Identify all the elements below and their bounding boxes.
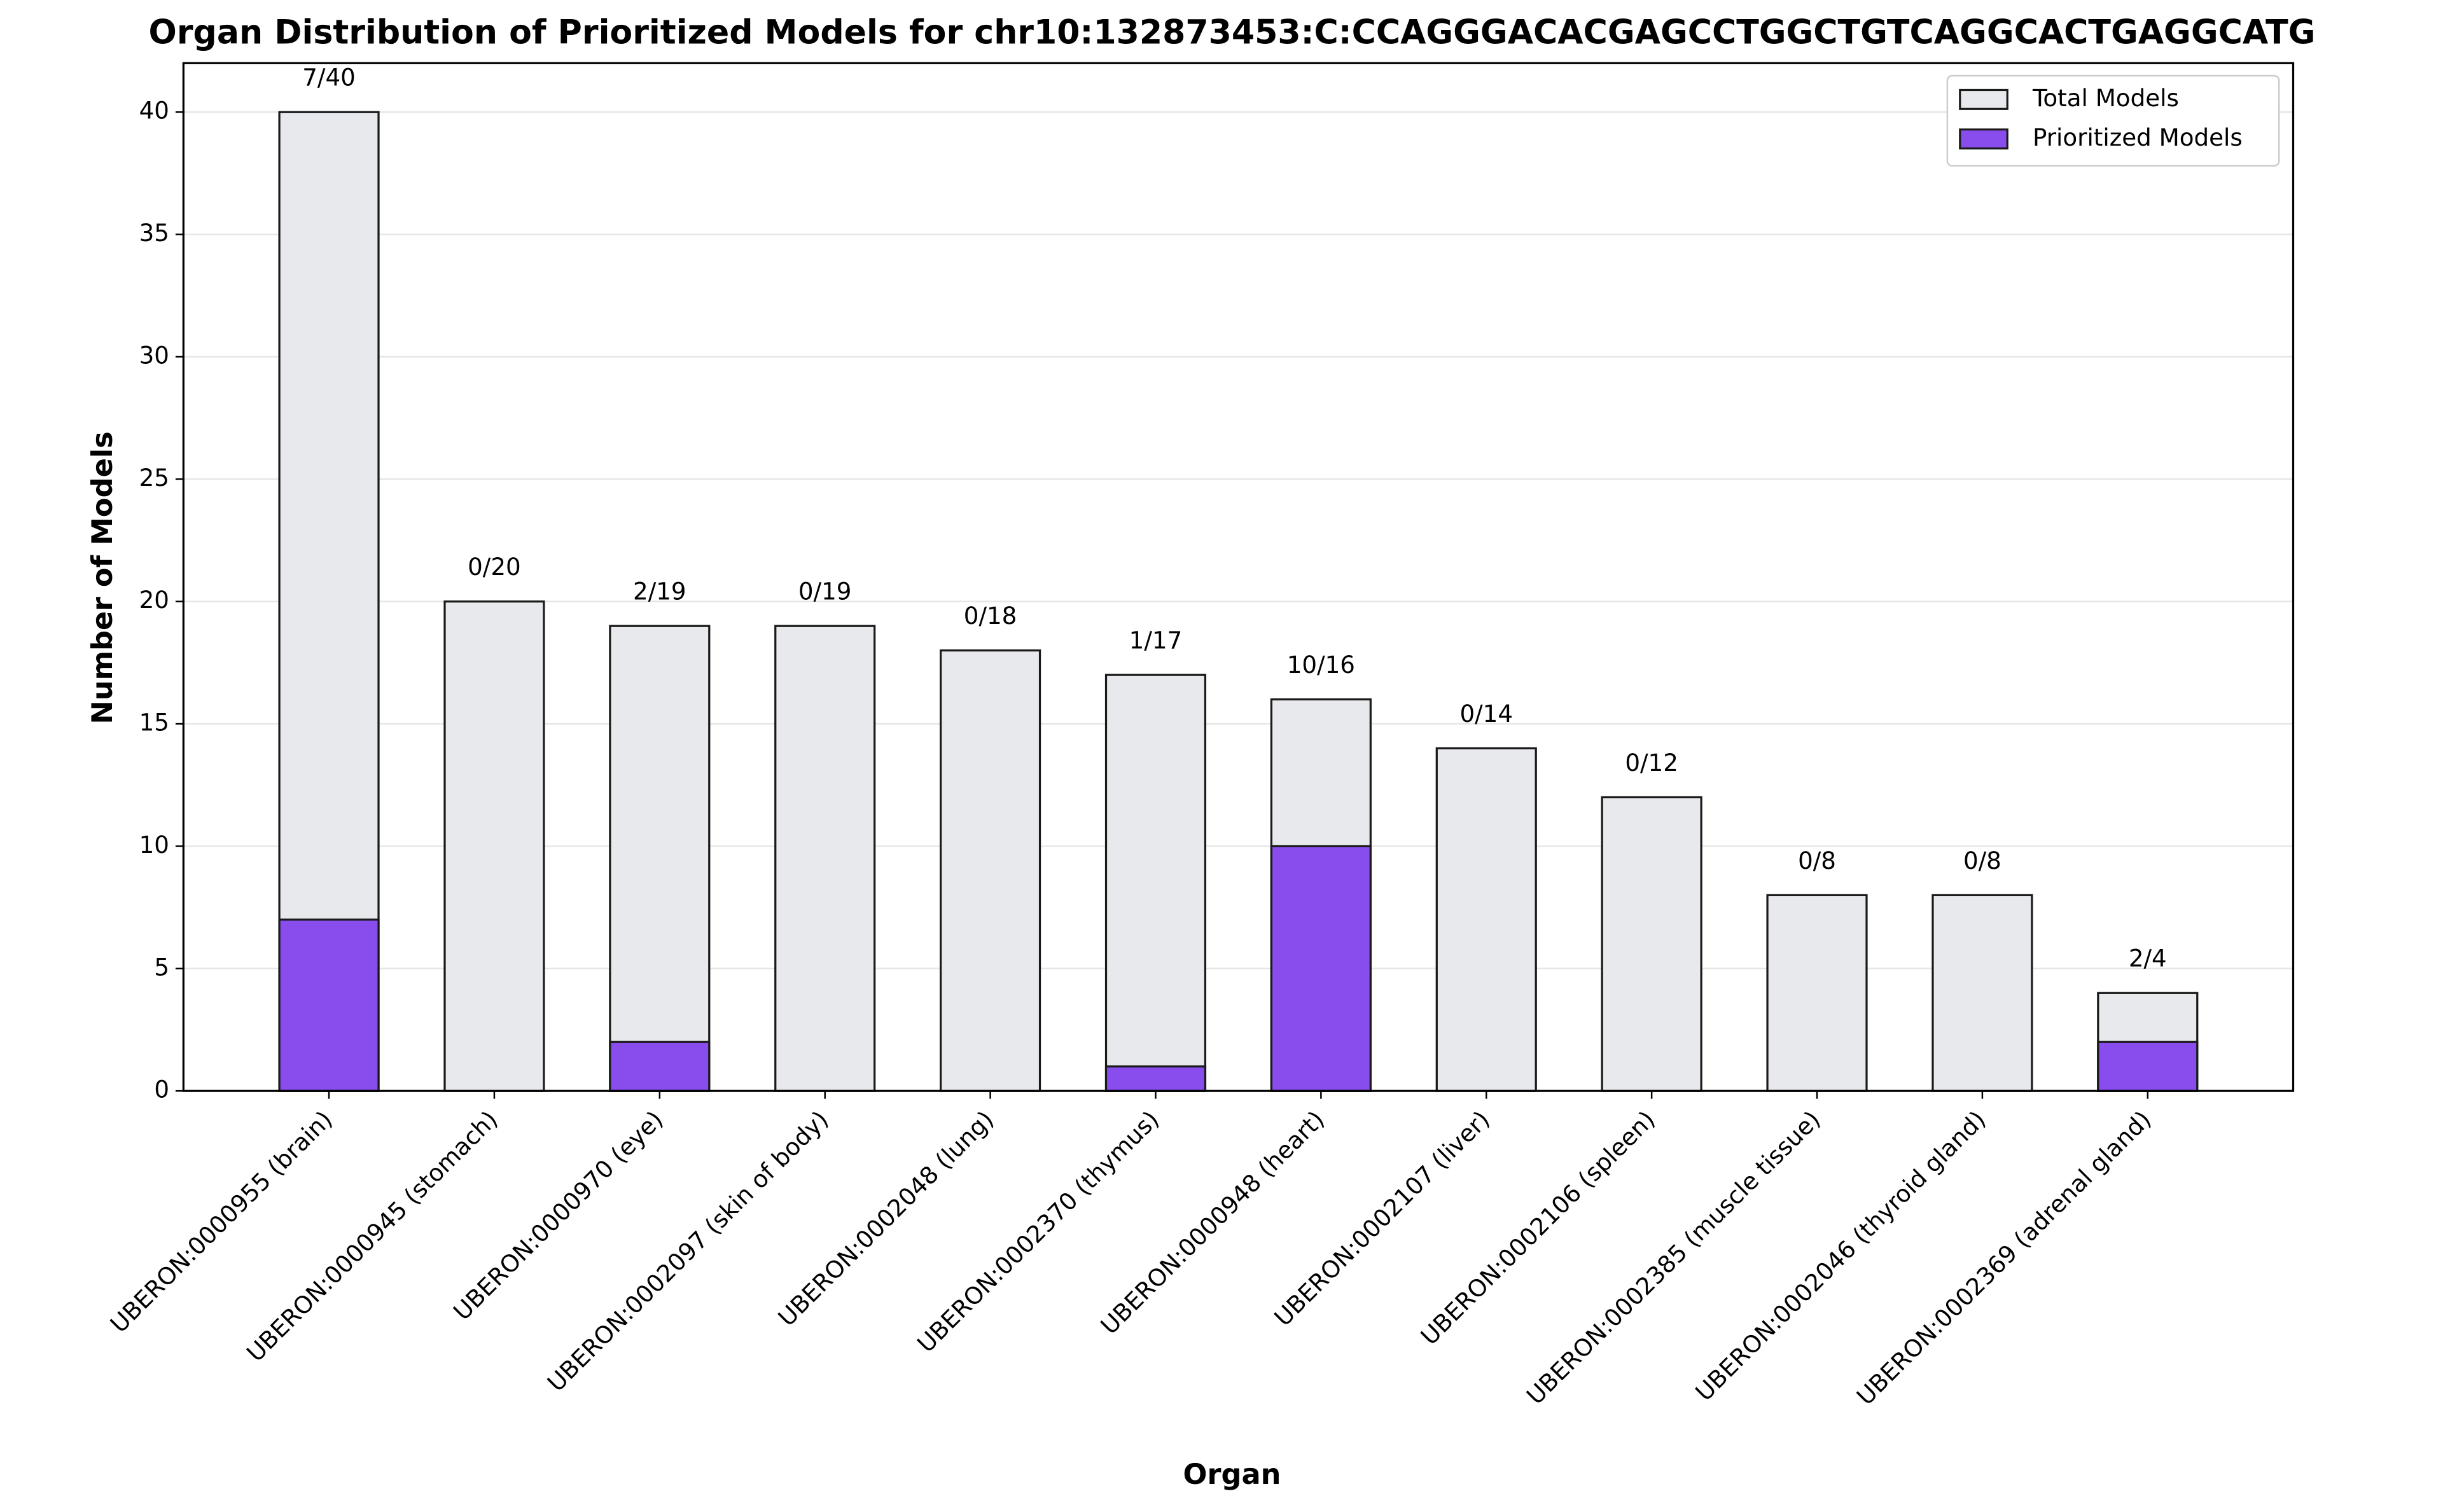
bar xyxy=(1270,845,1372,1092)
value-label: 10/16 xyxy=(1287,651,1355,679)
bar xyxy=(278,918,380,1092)
x-axis-label: Organ xyxy=(1183,1458,1281,1491)
bar xyxy=(1601,796,1702,1092)
y-tick-label: 15 xyxy=(139,709,169,737)
y-tick-label: 35 xyxy=(139,219,169,247)
value-label: 0/12 xyxy=(1625,749,1678,777)
bar xyxy=(1435,747,1537,1092)
value-label: 0/8 xyxy=(1798,847,1836,875)
y-axis-label: Number of Models xyxy=(86,431,119,724)
legend-label: Prioritized Models xyxy=(2033,123,2243,151)
value-label: 0/18 xyxy=(964,602,1017,630)
y-tick-label: 40 xyxy=(139,97,169,125)
x-tick-label: UBERON:0002046 (thyroid gland) xyxy=(1690,1105,1991,1407)
value-label: 0/14 xyxy=(1459,700,1513,728)
legend-swatch xyxy=(1959,128,2008,149)
value-label: 0/20 xyxy=(468,553,521,581)
y-tick-label: 10 xyxy=(139,831,169,859)
y-tick-label: 30 xyxy=(139,341,169,369)
x-tick-label: UBERON:0002385 (muscle tissue) xyxy=(1521,1105,1826,1410)
bar xyxy=(609,625,711,1092)
bar xyxy=(1104,1065,1207,1092)
x-tick-label: UBERON:0002369 (adrenal gland) xyxy=(1851,1105,2157,1411)
value-label: 0/8 xyxy=(1963,847,2001,875)
bar xyxy=(1104,674,1207,1092)
bar xyxy=(2097,1041,2199,1092)
bar xyxy=(609,1041,711,1092)
bar xyxy=(774,625,876,1092)
bar xyxy=(940,649,1041,1092)
legend-box xyxy=(1946,74,2280,167)
value-label: 2/19 xyxy=(633,578,686,606)
y-tick-label: 0 xyxy=(154,1076,169,1104)
chart-title: Organ Distribution of Prioritized Models… xyxy=(149,14,2316,52)
bar xyxy=(1766,894,1868,1092)
value-label: 1/17 xyxy=(1129,626,1183,654)
legend-label: Total Models xyxy=(2032,84,2179,112)
plot-frame xyxy=(182,62,2295,1092)
value-label: 2/4 xyxy=(2129,945,2167,973)
value-label: 0/19 xyxy=(798,578,852,606)
bar xyxy=(443,600,545,1092)
legend-swatch xyxy=(1959,88,2008,110)
value-label: 7/40 xyxy=(302,64,356,92)
y-tick-label: 20 xyxy=(139,586,169,614)
x-tick-label: UBERON:0002097 (skin of body) xyxy=(542,1105,834,1397)
bar xyxy=(1932,894,2033,1092)
y-tick-label: 25 xyxy=(139,464,169,492)
y-tick-label: 5 xyxy=(154,953,169,981)
